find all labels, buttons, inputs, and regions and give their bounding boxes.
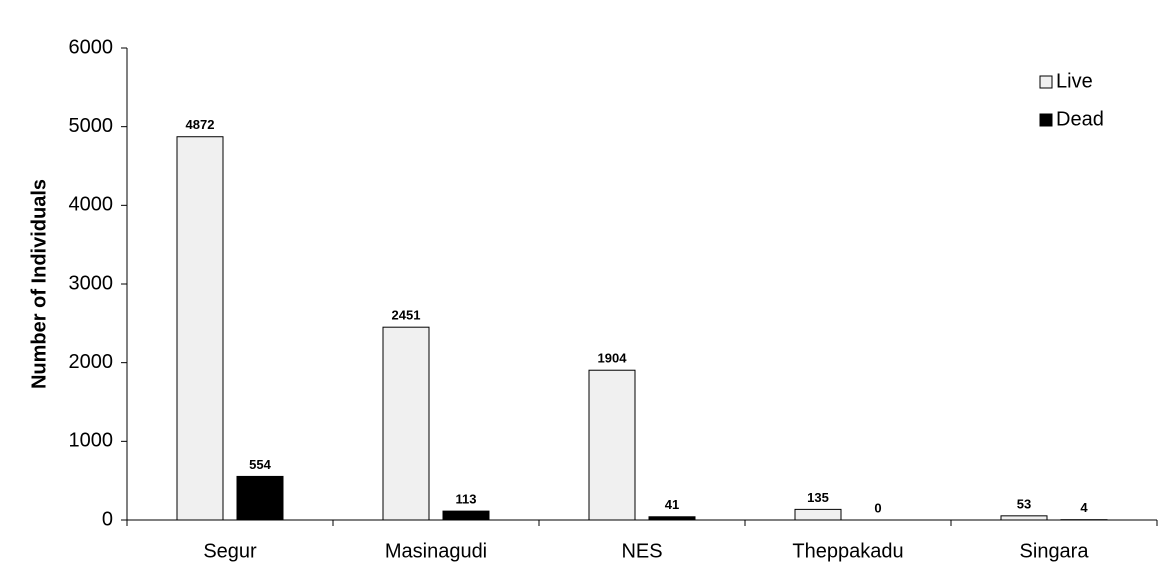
bar [176, 136, 224, 521]
value-label: 41 [665, 497, 679, 512]
y-tick-label: 3000 [69, 272, 114, 294]
value-label: 4 [1080, 500, 1088, 515]
x-tick-label: Masinagudi [385, 540, 487, 562]
legend-swatch [1039, 113, 1053, 127]
bar [382, 326, 430, 521]
value-label: 0 [874, 500, 881, 515]
value-label: 53 [1017, 496, 1031, 511]
legend-label: Live [1056, 70, 1093, 92]
x-tick-label: Theppakadu [792, 540, 903, 562]
bar [648, 516, 696, 521]
value-label: 135 [807, 490, 829, 505]
bar [1000, 515, 1048, 521]
value-label: 4872 [186, 117, 215, 132]
bar [442, 510, 490, 521]
x-tick-label: Segur [203, 540, 257, 562]
y-tick-label: 6000 [69, 36, 114, 58]
y-tick-label: 0 [102, 508, 113, 530]
legend-swatch [1039, 75, 1053, 89]
bar [236, 475, 284, 521]
value-label: 1904 [598, 351, 628, 366]
y-tick-label: 1000 [69, 430, 114, 452]
y-tick-label: 2000 [69, 351, 114, 373]
value-label: 554 [249, 457, 271, 472]
y-tick-label: 5000 [69, 115, 114, 137]
value-label: 2451 [392, 308, 421, 323]
bar [588, 369, 636, 521]
legend-label: Dead [1056, 108, 1104, 130]
bar [794, 508, 842, 521]
x-tick-label: NES [621, 540, 662, 562]
x-tick-label: Singara [1020, 540, 1090, 562]
value-label: 113 [456, 492, 477, 507]
y-tick-label: 4000 [69, 194, 114, 216]
y-axis-label: Number of Individuals [28, 179, 50, 389]
